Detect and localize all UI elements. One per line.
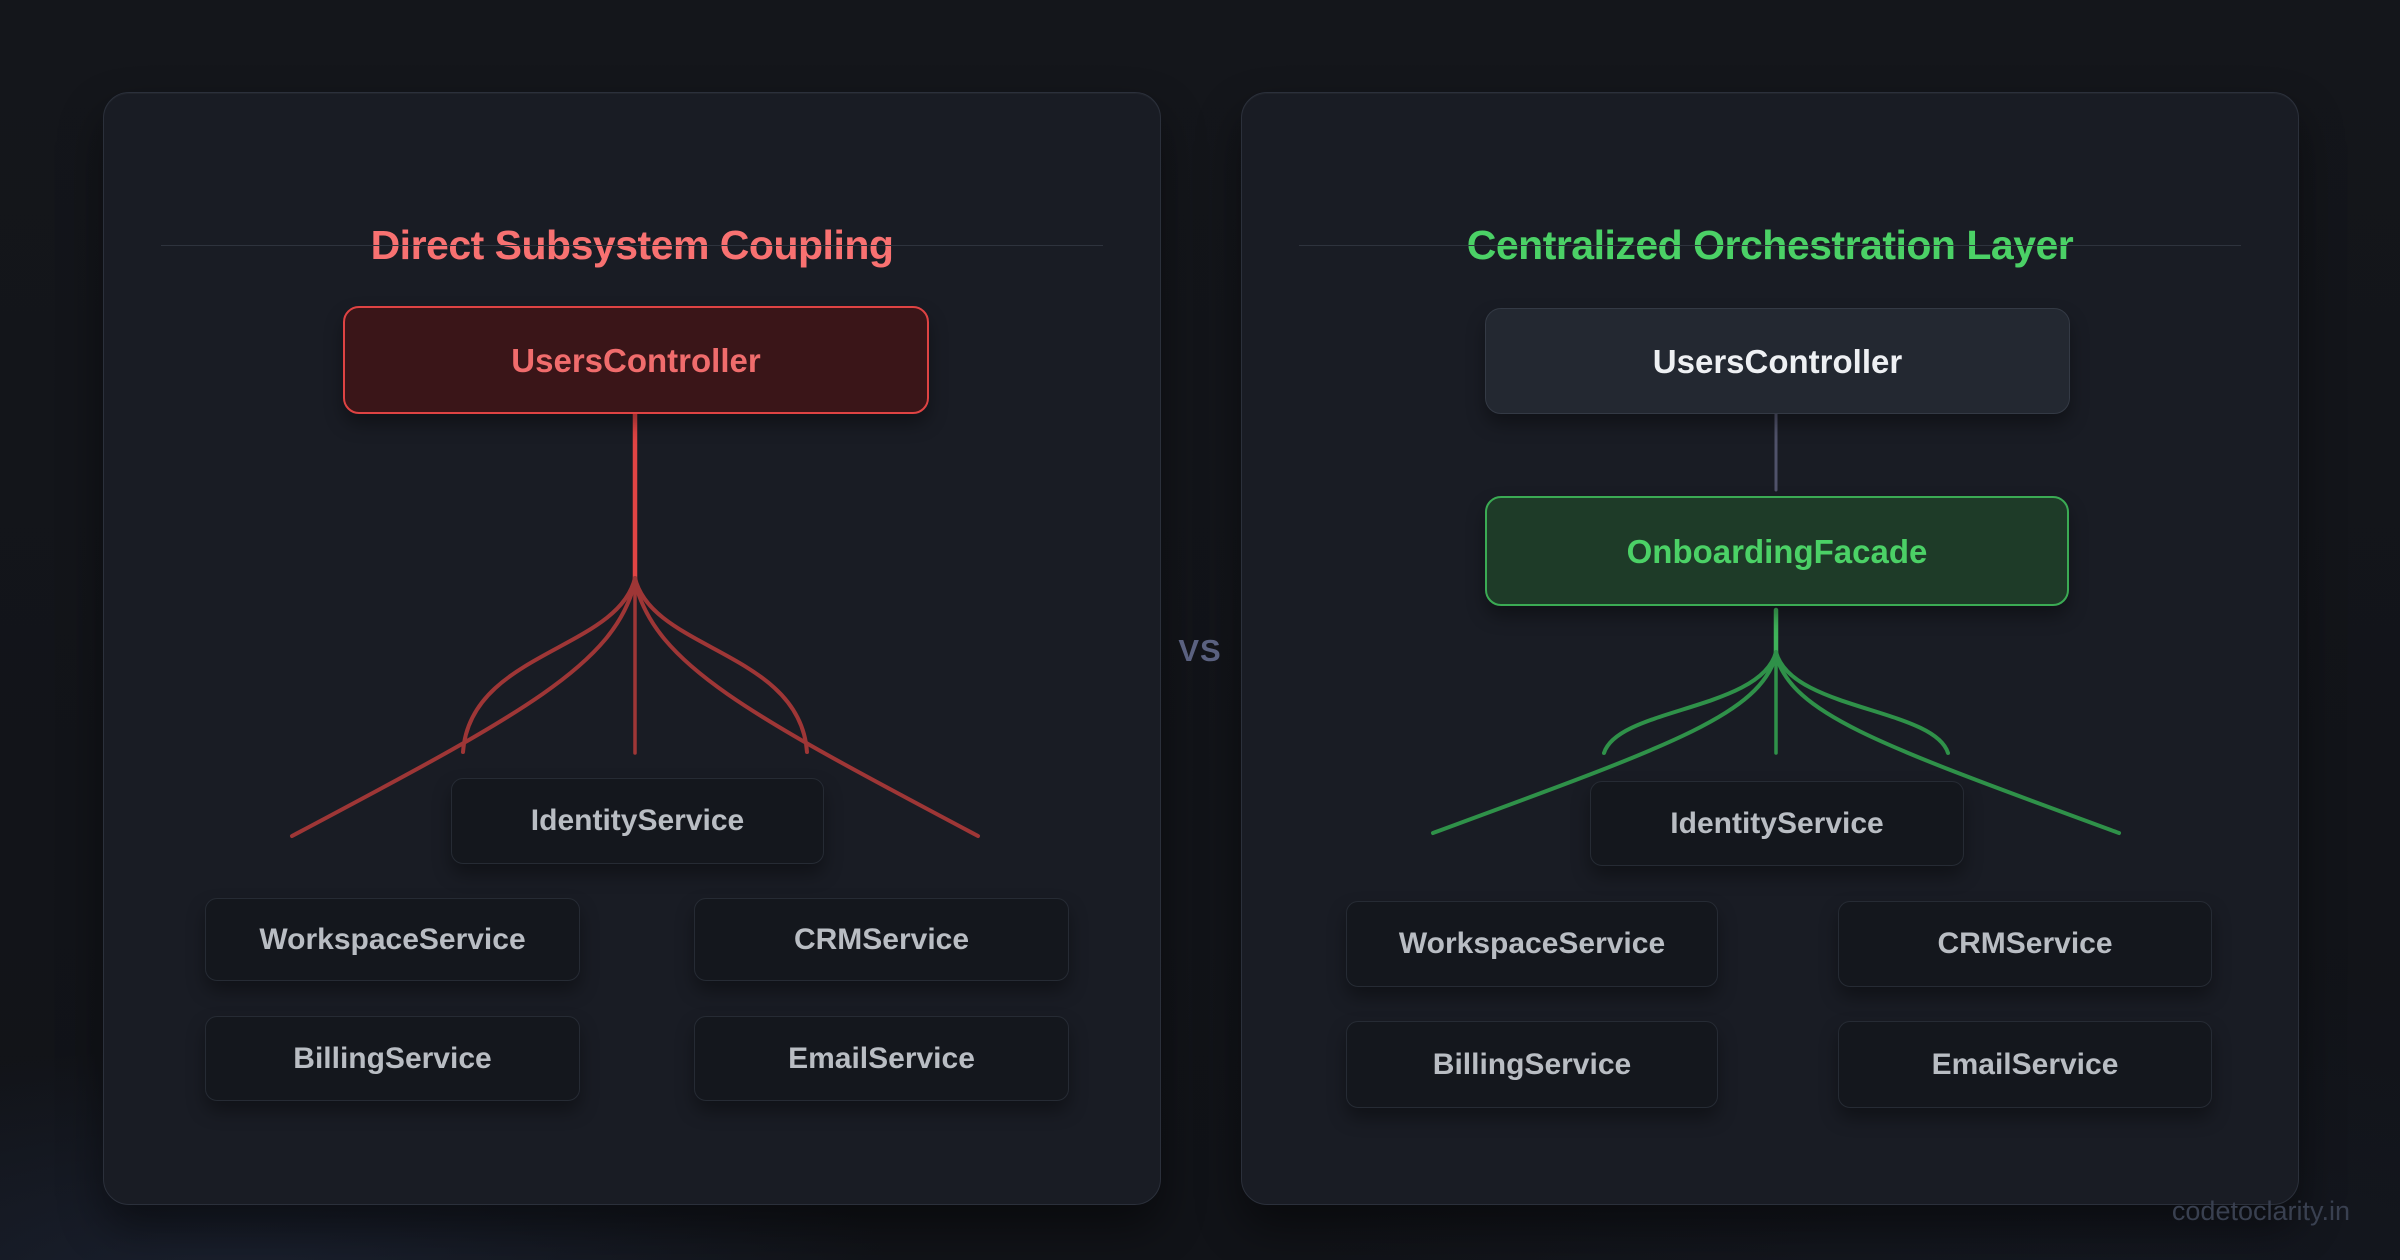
left-title-divider (161, 245, 1103, 246)
panel-direct-subsystem-coupling: Direct Subsystem Coupling UsersControlle… (103, 92, 1161, 1205)
watermark: codetoclarity.in (2171, 1196, 2350, 1226)
vs-label: VS (1178, 633, 1222, 668)
node-email-service-right: EmailService (1838, 1021, 2212, 1108)
right-title-divider (1299, 245, 2241, 246)
node-workspace-service-left: WorkspaceService (205, 898, 580, 981)
node-identity-service-right: IdentityService (1590, 781, 1964, 866)
node-crm-service-right: CRMService (1838, 901, 2212, 987)
node-crm-service-left: CRMService (694, 898, 1069, 981)
node-users-controller-left: UsersController (343, 306, 929, 414)
node-email-service-left: EmailService (694, 1016, 1069, 1101)
node-billing-service-right: BillingService (1346, 1021, 1718, 1108)
node-workspace-service-right: WorkspaceService (1346, 901, 1718, 987)
node-identity-service-left: IdentityService (451, 778, 824, 864)
node-users-controller-right: UsersController (1485, 308, 2070, 414)
node-billing-service-left: BillingService (205, 1016, 580, 1101)
node-onboarding-facade: OnboardingFacade (1485, 496, 2069, 606)
panel-centralized-orchestration-layer: Centralized Orchestration Layer UsersCon… (1241, 92, 2299, 1205)
